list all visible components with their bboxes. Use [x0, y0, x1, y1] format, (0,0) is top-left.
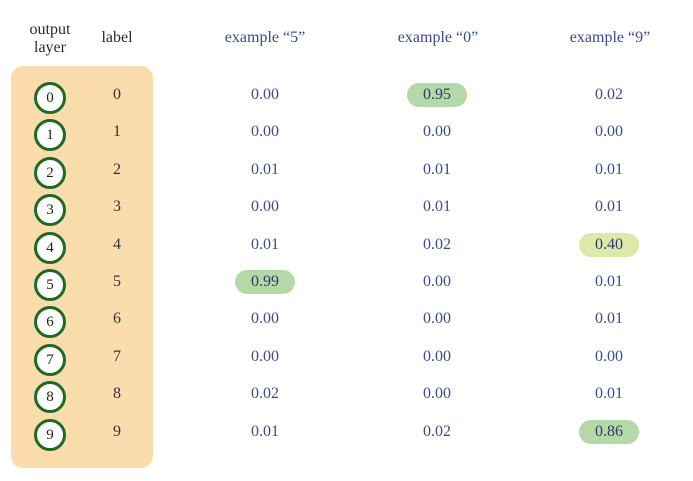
example-9-header: example “9”: [569, 29, 651, 46]
table-row: 0 0 0.00 0.95 0.02: [0, 79, 693, 116]
value-cell: 0.00: [423, 273, 451, 290]
value-cell: 0.02: [251, 385, 279, 402]
output-layer-header-line2: layer: [34, 39, 66, 56]
label-header: label: [101, 29, 133, 46]
value-cell: 0.01: [595, 198, 623, 215]
table-row: 9 9 0.01 0.02 0.86: [0, 416, 693, 453]
value-cell: 0.00: [423, 123, 451, 140]
row-label: 3: [113, 198, 121, 215]
value-cell: 0.01: [595, 161, 623, 178]
value-cell: 0.01: [595, 273, 623, 290]
value-cell: 0.01: [251, 423, 279, 440]
value-cell: 0.02: [423, 236, 451, 253]
value-cell: 0.00: [251, 310, 279, 327]
value-cell: 0.00: [251, 86, 279, 103]
value-cell: 0.02: [423, 423, 451, 440]
value-cell: 0.00: [251, 348, 279, 365]
value-cell: 0.40: [579, 233, 639, 257]
value-cell: 0.01: [251, 161, 279, 178]
value-cell: 0.00: [251, 198, 279, 215]
table-row: 8 8 0.02 0.00 0.01: [0, 378, 693, 415]
row-label: 4: [113, 236, 121, 253]
value-cell: 0.00: [251, 123, 279, 140]
table-row: 6 6 0.00 0.00 0.01: [0, 303, 693, 340]
table-row: 4 4 0.01 0.02 0.40: [0, 229, 693, 266]
row-label: 5: [113, 273, 121, 290]
output-node-circle: 2: [34, 157, 66, 189]
value-cell: 0.95: [407, 83, 467, 107]
value-cell: 0.01: [251, 236, 279, 253]
example-0-header: example “0”: [397, 29, 479, 46]
output-node-circle: 6: [34, 306, 66, 338]
value-cell: 0.02: [595, 86, 623, 103]
table-row: 1 1 0.00 0.00 0.00: [0, 116, 693, 153]
table-row: 7 7 0.00 0.00 0.00: [0, 341, 693, 378]
output-node-circle: 1: [34, 119, 66, 151]
row-label: 0: [113, 86, 121, 103]
value-cell: 0.01: [423, 198, 451, 215]
table-row: 2 2 0.01 0.01 0.01: [0, 154, 693, 191]
row-label: 7: [113, 348, 121, 365]
value-cell: 0.00: [595, 123, 623, 140]
value-cell: 0.86: [579, 420, 639, 444]
value-cell: 0.01: [423, 161, 451, 178]
value-cell: 0.99: [235, 270, 295, 294]
output-node-circle: 0: [34, 82, 66, 114]
output-node-circle: 3: [34, 194, 66, 226]
value-cell: 0.01: [595, 385, 623, 402]
example-5-header: example “5”: [224, 29, 306, 46]
output-node-circle: 4: [34, 232, 66, 264]
value-cell: 0.00: [423, 385, 451, 402]
row-label: 2: [113, 161, 121, 178]
output-node-circle: 9: [34, 419, 66, 451]
output-layer-header-line1: output: [29, 21, 71, 38]
output-node-circle: 8: [34, 381, 66, 413]
row-label: 9: [113, 423, 121, 440]
table-row: 3 3 0.00 0.01 0.01: [0, 191, 693, 228]
output-layer-header: output layer: [18, 21, 82, 57]
row-label: 8: [113, 385, 121, 402]
output-node-circle: 7: [34, 344, 66, 376]
row-label: 1: [113, 123, 121, 140]
value-cell: 0.00: [423, 348, 451, 365]
value-cell: 0.00: [595, 348, 623, 365]
output-node-circle: 5: [34, 269, 66, 301]
table-row: 5 5 0.99 0.00 0.01: [0, 266, 693, 303]
value-cell: 0.01: [595, 310, 623, 327]
row-label: 6: [113, 310, 121, 327]
value-cell: 0.00: [423, 310, 451, 327]
